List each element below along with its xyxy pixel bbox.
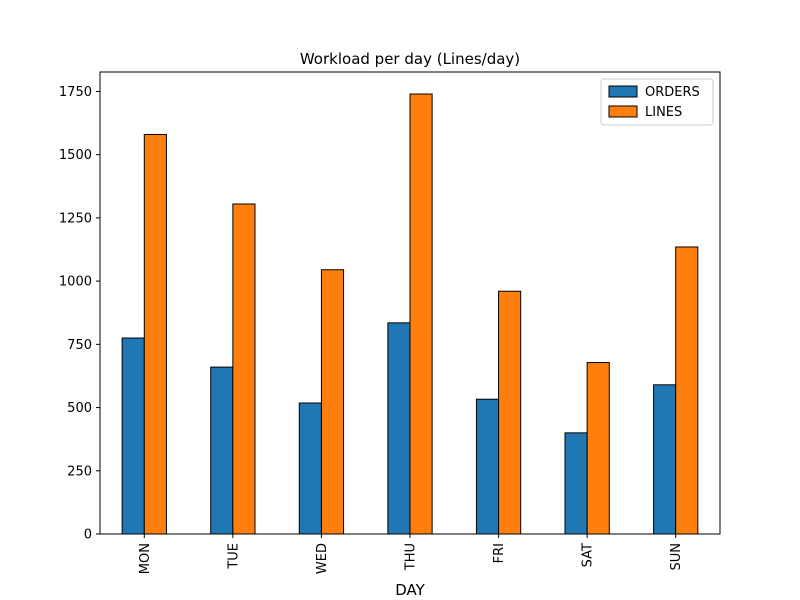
legend: ORDERS LINES	[600, 78, 714, 126]
y-tick-label: 1000	[59, 275, 92, 290]
x-tick-label-thu: THU	[404, 543, 419, 571]
legend-label-lines: LINES	[645, 105, 682, 120]
legend-swatch-orders	[608, 85, 638, 98]
y-axis: 0 250 500 750 1000 1250 1500 1750	[59, 85, 100, 543]
x-tick-label-wed: WED	[315, 543, 330, 574]
y-tick-label: 0	[84, 528, 92, 543]
legend-label-orders: ORDERS	[645, 85, 700, 100]
y-tick-label: 1250	[59, 211, 92, 226]
bar-lines-thu	[409, 93, 433, 535]
bar-lines-tue	[232, 203, 256, 535]
y-tick-label: 750	[67, 338, 92, 353]
bar-orders-wed	[298, 402, 322, 535]
legend-swatch-lines	[608, 105, 638, 118]
bar-orders-sun	[653, 384, 677, 535]
y-tick-label: 250	[67, 464, 92, 479]
x-axis: MON TUE WED THU FRI SAT SUN	[138, 534, 684, 574]
bar-lines-sun	[675, 246, 699, 535]
x-tick-label-tue: TUE	[226, 543, 241, 570]
y-tick-label: 500	[67, 401, 92, 416]
bar-lines-wed	[320, 269, 345, 535]
x-axis-label: DAY	[395, 581, 425, 599]
x-tick-label-fri: FRI	[492, 543, 507, 563]
bar-orders-sat	[564, 432, 588, 535]
bar-orders-fri	[475, 398, 500, 535]
bar-lines-fri	[498, 290, 522, 535]
bar-lines-mon	[143, 133, 167, 535]
y-tick-label: 1500	[59, 148, 92, 163]
x-tick-label-sat: SAT	[581, 543, 596, 567]
y-tick-label: 1750	[59, 85, 92, 100]
bar-orders-thu	[387, 322, 411, 535]
bar-orders-mon	[121, 337, 145, 535]
chart-title: Workload per day (Lines/day)	[300, 50, 520, 68]
x-tick-label-sun: SUN	[669, 543, 684, 571]
bars-group	[121, 93, 699, 535]
bar-lines-sat	[586, 362, 610, 535]
bar-orders-tue	[210, 366, 234, 535]
x-tick-label-mon: MON	[138, 543, 153, 574]
